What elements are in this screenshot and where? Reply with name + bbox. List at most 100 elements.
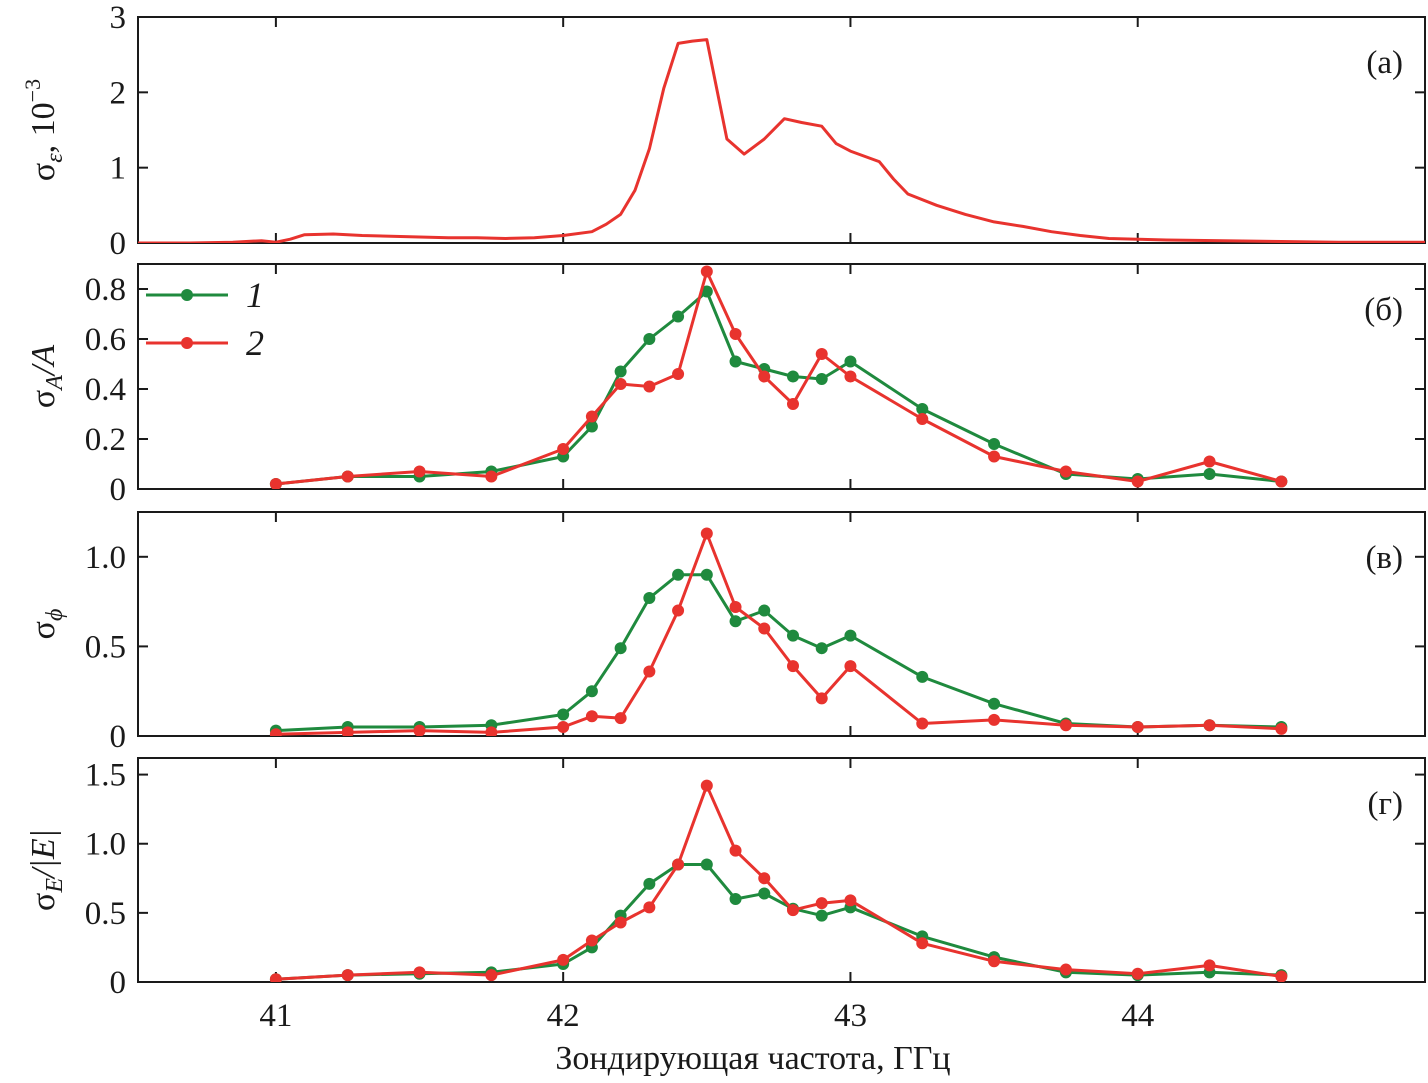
series-group [269, 527, 1288, 736]
data-point-1 [614, 365, 627, 378]
data-point-2 [1131, 475, 1144, 488]
data-point-1 [700, 568, 713, 581]
data-point-2 [815, 897, 828, 910]
series-group [269, 779, 1288, 982]
data-point-2 [643, 901, 656, 914]
y-axis-label: σϕ [25, 609, 68, 640]
y-label-main: σ [25, 621, 62, 639]
data-point-1 [815, 642, 828, 655]
data-point-2 [557, 443, 570, 455]
panel-frame [137, 263, 1426, 490]
x-axis-label: Зондирующая частота, ГГц [555, 1040, 950, 1077]
data-point-2 [988, 713, 1001, 726]
data-point-2 [1275, 722, 1288, 735]
x-axis: 41 42 43 44 Зондирующая частота, ГГц [259, 998, 1154, 1077]
panel-g: 0 0.5 1.0 1.5 σE/|E| (г) [25, 757, 1426, 1001]
data-point-2 [916, 717, 929, 730]
data-point-2 [786, 398, 799, 410]
data-point-2 [844, 894, 857, 907]
data-point-2 [413, 465, 426, 478]
data-point-2 [614, 378, 627, 390]
data-point-2 [585, 710, 598, 723]
y-tick-label: 0.4 [85, 372, 126, 408]
data-point-2 [1131, 721, 1144, 734]
data-point-2 [700, 779, 713, 792]
panel-tag: (в) [1365, 540, 1403, 576]
data-point-2 [643, 665, 656, 678]
y-label-sub: ϕ [42, 609, 68, 621]
data-point-1 [988, 438, 1001, 450]
y-tick-label: 0 [110, 226, 127, 262]
panel-frame [137, 757, 1426, 983]
data-point-1 [729, 615, 742, 628]
data-point-2 [485, 470, 498, 483]
data-point-2 [585, 410, 598, 423]
y-tick-label: 0.5 [85, 896, 126, 932]
data-point-2 [786, 904, 799, 917]
data-point-1 [643, 877, 656, 890]
data-point-2 [758, 872, 771, 885]
y-label-main: σ [25, 893, 62, 911]
panel-frame [137, 16, 1426, 244]
y-tick-label: 0 [110, 719, 127, 755]
data-point-2 [557, 953, 570, 966]
data-point-2 [1131, 967, 1144, 980]
data-point-2 [672, 604, 685, 617]
data-point-2 [672, 368, 685, 380]
y-tick-label: 1.0 [85, 827, 126, 863]
data-point-2 [269, 478, 282, 489]
data-point-2 [1059, 963, 1072, 976]
series-group [138, 38, 1425, 243]
data-point-2 [1203, 959, 1216, 972]
series-group [269, 265, 1288, 489]
data-point-1 [916, 670, 929, 683]
data-point-1 [614, 642, 627, 655]
series-line-1 [275, 573, 1282, 733]
y-label-sup: −3 [20, 79, 45, 102]
panel-a: 0 1 2 3 σε, 10−3 (а) [20, 0, 1426, 262]
data-point-2 [413, 966, 426, 979]
data-point-2 [557, 721, 570, 734]
series-line-2 [275, 784, 1282, 981]
data-point-2 [815, 692, 828, 705]
data-point-1 [844, 355, 857, 368]
y-tick-label: 3 [110, 0, 127, 36]
y-tick-label: 1 [110, 151, 127, 187]
y-label-main: σ [25, 163, 62, 181]
y-axis-label: σE/|E| [25, 829, 68, 911]
data-point-2 [916, 937, 929, 950]
data-point-2 [1275, 970, 1288, 982]
data-point-2 [844, 370, 857, 383]
legend-marker [181, 289, 193, 301]
legend-label: 2 [246, 323, 264, 363]
data-point-2 [758, 622, 771, 635]
series-line-1 [275, 290, 1282, 486]
data-point-2 [341, 969, 354, 982]
data-point-1 [1203, 468, 1216, 480]
y-label-sub: ε [42, 153, 68, 163]
data-point-2 [988, 450, 1001, 463]
y-label-sub: E [42, 878, 68, 894]
y-label-tail: , 10 [25, 102, 62, 153]
data-point-2 [672, 858, 685, 871]
data-point-2 [700, 265, 713, 278]
data-point-2 [269, 728, 282, 736]
y-axis-label: σε, 10−3 [20, 79, 68, 181]
panel-frame [137, 511, 1426, 737]
panel-tag: (а) [1366, 45, 1403, 81]
data-point-2 [485, 726, 498, 736]
y-tick-label: 0.8 [85, 272, 126, 308]
series-line-1 [275, 863, 1282, 981]
data-point-2 [844, 660, 857, 673]
y-tick-label: 0 [110, 472, 127, 508]
y-tick-label: 0 [110, 965, 127, 1001]
data-point-2 [1059, 465, 1072, 478]
data-point-2 [729, 600, 742, 613]
y-tick-label: 0.2 [85, 422, 126, 458]
data-point-1 [643, 333, 656, 345]
data-point-1 [672, 310, 685, 323]
x-tick-label: 44 [1121, 998, 1154, 1034]
y-tick-label: 2 [110, 75, 127, 111]
data-point-1 [729, 893, 742, 906]
